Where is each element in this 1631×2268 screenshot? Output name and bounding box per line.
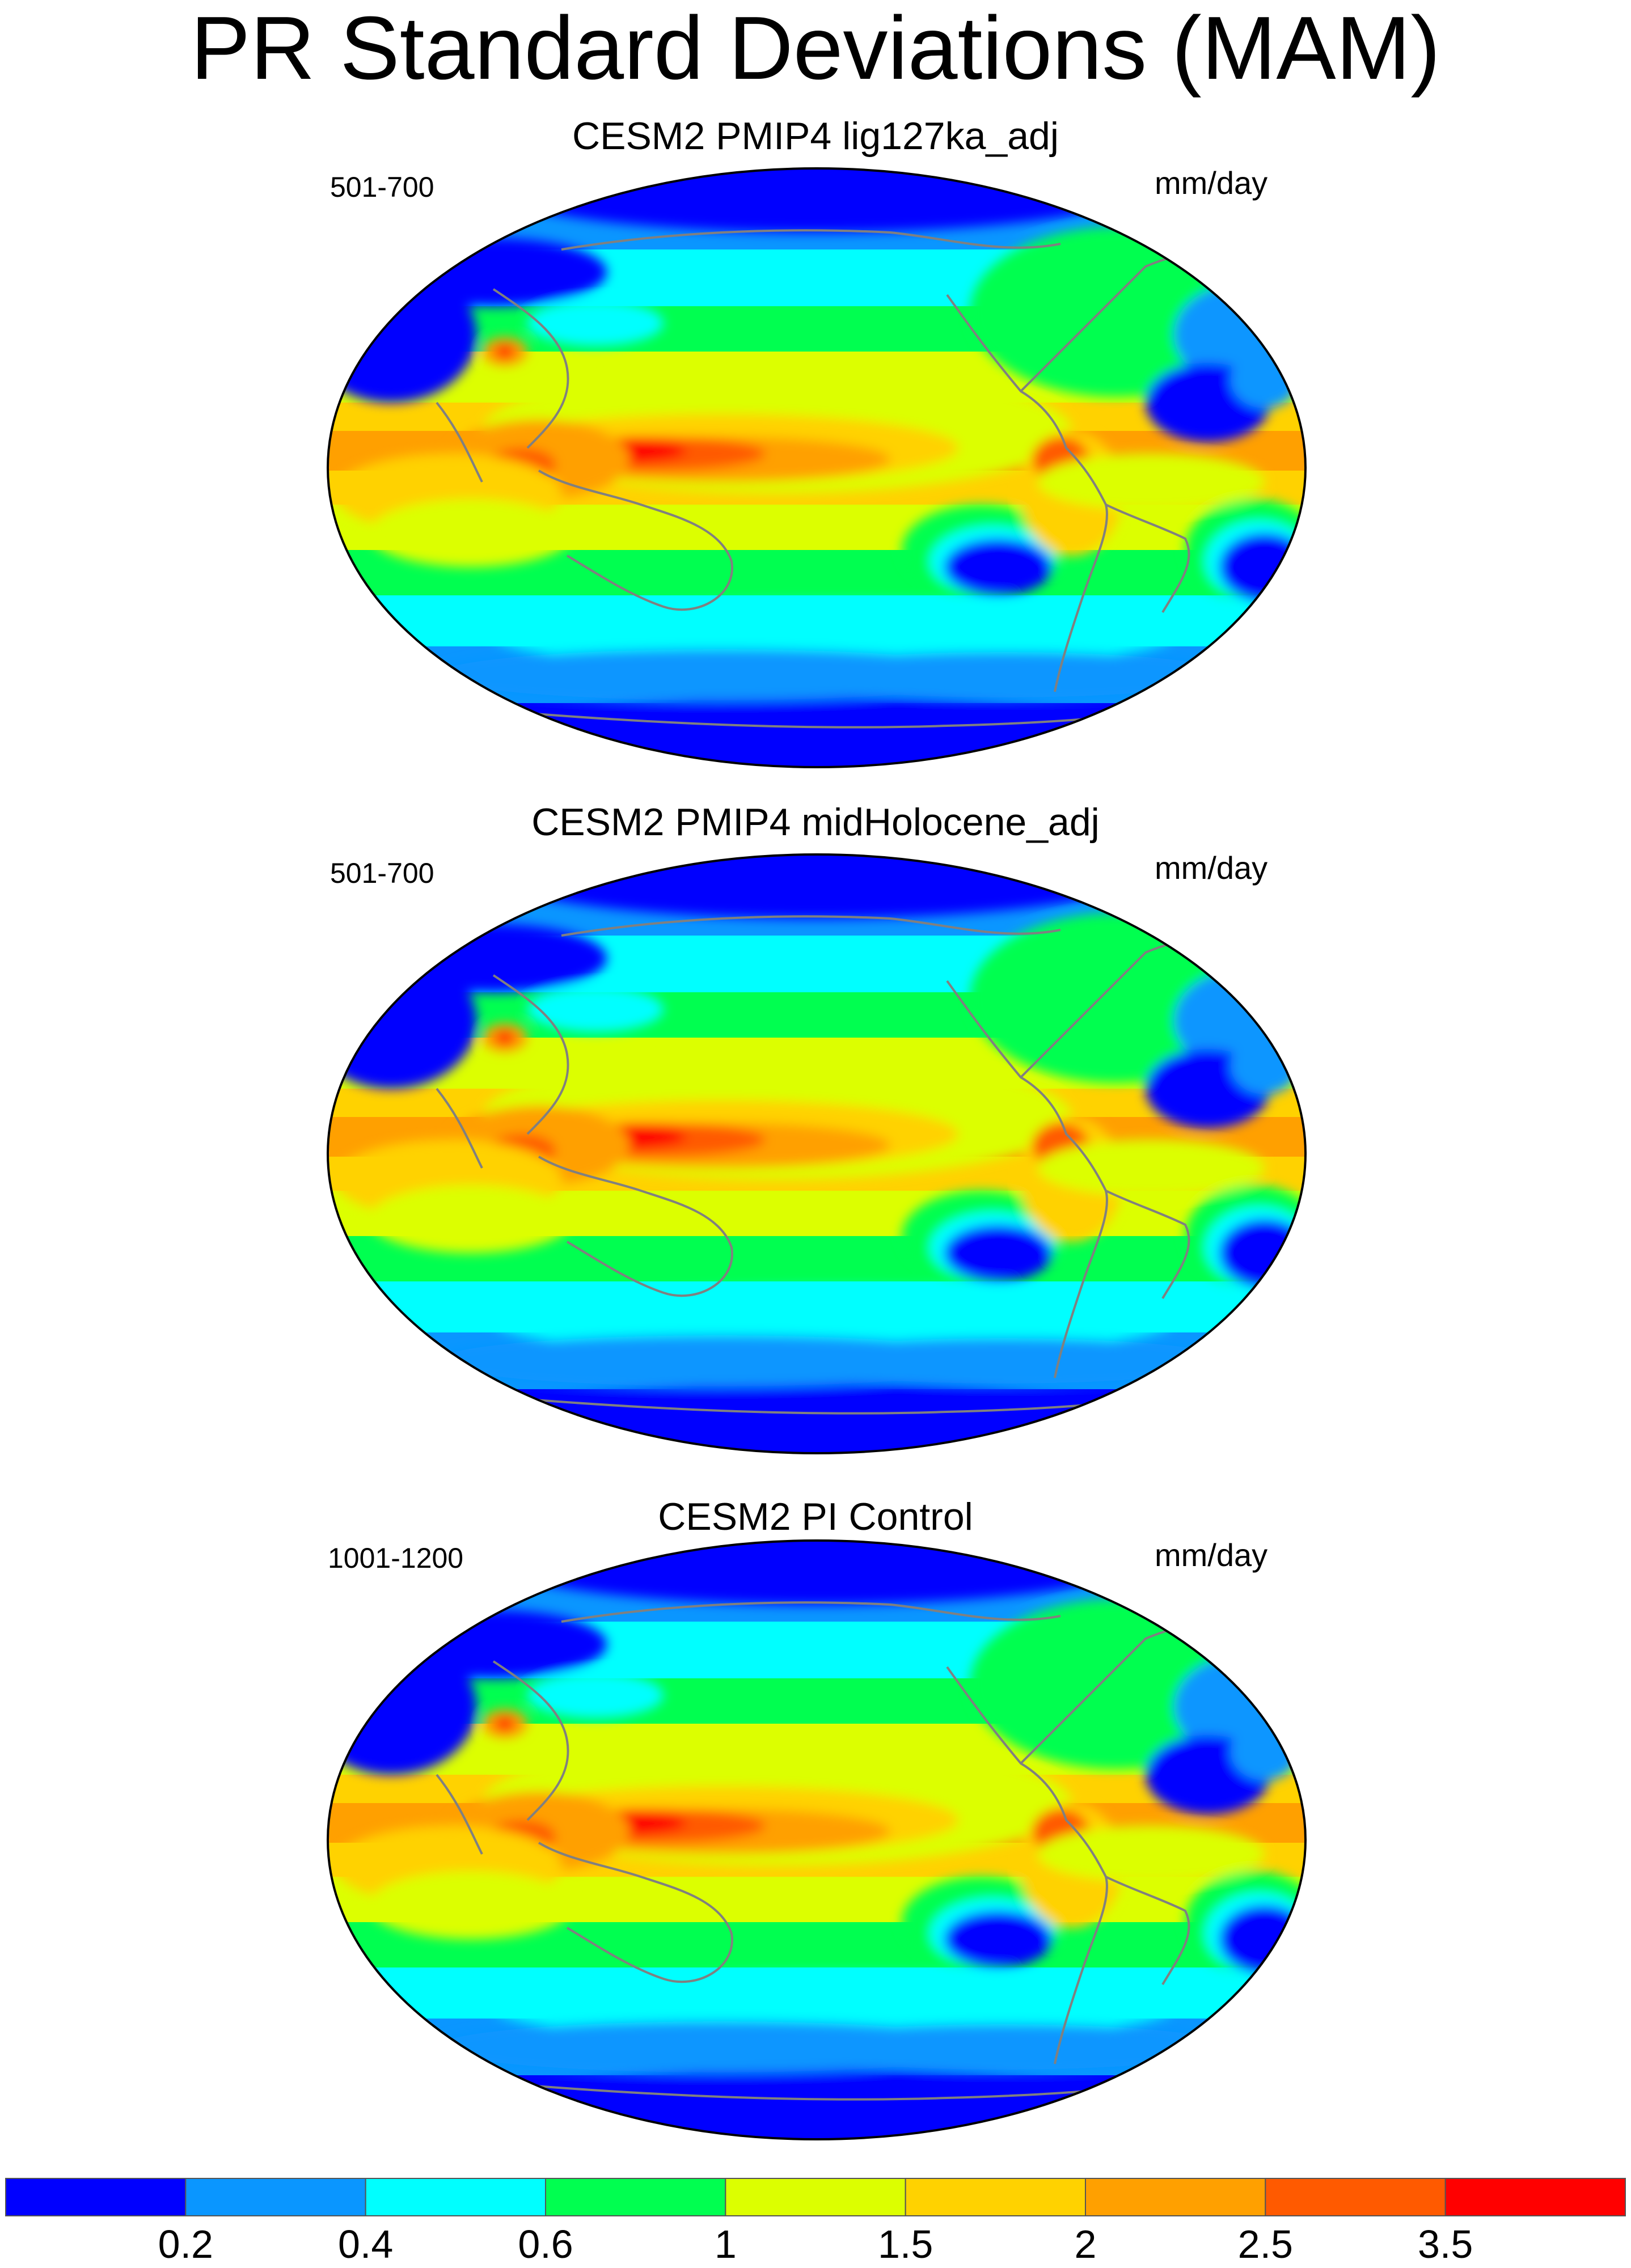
panel-units: mm/day (1155, 850, 1268, 886)
colorbar-box (365, 2178, 547, 2216)
colorbar-tick-label: 1 (714, 2222, 737, 2266)
world-map-panel-1 (327, 167, 1307, 768)
panel-title: CESM2 PI Control (658, 1495, 973, 1538)
colorbar-box (725, 2178, 906, 2216)
map-border (327, 853, 1307, 1454)
world-map-panel-3 (327, 1539, 1307, 2140)
colorbar-tick-label: 2.5 (1237, 2222, 1293, 2266)
panel-years: 501-700 (330, 171, 434, 203)
map-border (327, 167, 1307, 768)
panel-title: CESM2 PMIP4 midHolocene_adj (531, 801, 1100, 844)
panel-units: mm/day (1155, 165, 1268, 201)
figure-title: PR Standard Deviations (MAM) (191, 0, 1440, 98)
colorbar-box (1265, 2178, 1446, 2216)
colorbar-tick-label: 3.5 (1418, 2222, 1473, 2266)
colorbar-tick-label: 0.6 (518, 2222, 573, 2266)
map-border (327, 1539, 1307, 2140)
panel-years: 1001-1200 (328, 1542, 464, 1574)
colorbar-tick-label: 0.4 (338, 2222, 394, 2266)
colorbar-box (905, 2178, 1086, 2216)
panel-units: mm/day (1155, 1537, 1268, 1573)
colorbar-tick-label: 1.5 (878, 2222, 933, 2266)
panel-title: CESM2 PMIP4 lig127ka_adj (572, 115, 1059, 158)
colorbar-box (185, 2178, 366, 2216)
panel-years: 501-700 (330, 857, 434, 889)
colorbar-box (1085, 2178, 1266, 2216)
colorbar-box (1444, 2178, 1626, 2216)
colorbar-tick-label: 0.2 (158, 2222, 213, 2266)
world-map-panel-2 (327, 853, 1307, 1454)
colorbar-box (545, 2178, 726, 2216)
colorbar-tick-label: 2 (1074, 2222, 1097, 2266)
colorbar-box (5, 2178, 187, 2216)
